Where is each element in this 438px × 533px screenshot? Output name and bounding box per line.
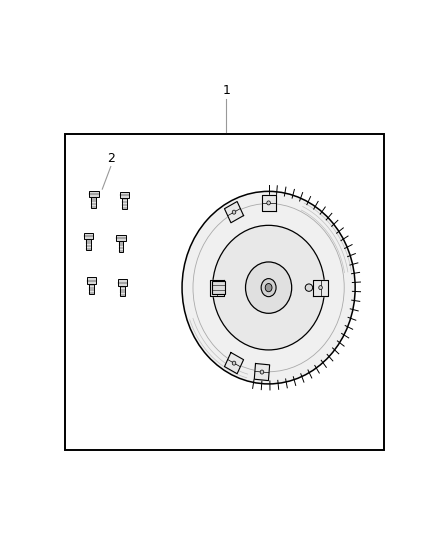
Bar [118,279,127,286]
Polygon shape [209,280,224,295]
Ellipse shape [215,286,219,289]
Bar [212,281,225,294]
Polygon shape [225,201,244,223]
Text: 1: 1 [222,84,230,97]
Ellipse shape [267,201,270,205]
Bar [122,198,127,209]
Bar [119,241,124,252]
Ellipse shape [305,284,313,292]
Ellipse shape [260,370,264,374]
Ellipse shape [261,279,276,297]
Ellipse shape [182,191,355,384]
Bar [89,284,94,294]
Bar [92,197,96,208]
Bar [84,232,93,239]
Bar [86,239,91,250]
Ellipse shape [232,210,236,214]
Ellipse shape [232,361,236,365]
Bar [87,277,96,284]
Bar [116,235,126,241]
Polygon shape [254,364,270,381]
Ellipse shape [319,286,322,289]
Bar [65,134,384,450]
Bar [120,191,129,198]
Ellipse shape [246,262,292,313]
Ellipse shape [212,225,325,350]
Text: 2: 2 [107,151,115,165]
Ellipse shape [265,284,272,292]
Bar [89,191,99,197]
Polygon shape [314,280,328,295]
Bar [120,286,125,296]
Polygon shape [225,352,244,374]
Polygon shape [261,195,276,211]
